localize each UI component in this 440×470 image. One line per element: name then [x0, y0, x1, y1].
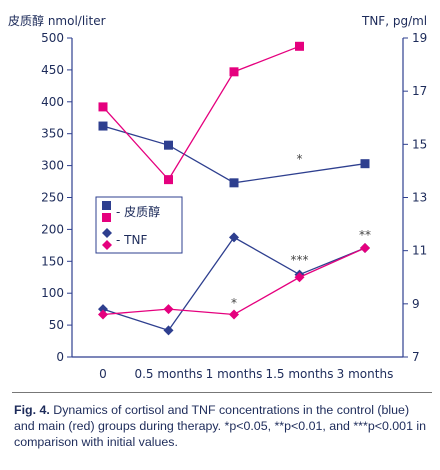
data-point-diamond	[163, 325, 174, 336]
left-tick-label: 0	[56, 350, 64, 364]
series-line-control-square	[102, 125, 366, 184]
significance-marker: *	[297, 152, 303, 166]
legend: - 皮质醇 - TNF	[95, 196, 183, 254]
significance-marker: ***	[291, 253, 309, 267]
left-tick-label: 350	[41, 127, 64, 141]
legend-square-pink	[102, 213, 111, 222]
data-point-diamond	[294, 272, 305, 283]
x-tick-label: 1.5 months	[265, 367, 333, 381]
cortisol-tnf-chart: 皮质醇 nmol/liter TNF, pg/ml 05010015020025…	[8, 13, 427, 381]
right-tick-label: 7	[412, 350, 420, 364]
data-point-square	[229, 178, 239, 188]
data-point-diamond	[229, 232, 239, 243]
x-tick-label: 0.5 months	[134, 367, 202, 381]
data-point-diamond	[163, 304, 174, 315]
left-tick-label: 150	[41, 254, 64, 268]
series-line-main-square	[102, 45, 300, 181]
left-tick-label: 100	[41, 286, 64, 300]
right-tick-label: 13	[412, 191, 427, 205]
data-point-diamond	[98, 309, 108, 320]
left-tick-label: 450	[41, 63, 64, 77]
data-point-square	[164, 175, 173, 185]
left-tick-label: 250	[41, 191, 64, 205]
left-tick-label: 50	[49, 318, 64, 332]
data-point-square	[98, 102, 108, 112]
data-point-square	[229, 67, 239, 77]
legend-label-cortisol: - 皮质醇	[116, 204, 160, 219]
left-axis-title: 皮质醇 nmol/liter	[8, 13, 106, 28]
right-tick-label: 11	[412, 244, 427, 258]
significance-marker: *	[231, 296, 237, 310]
legend-label-tnf: - TNF	[116, 233, 147, 247]
legend-diamond-blue	[102, 228, 112, 238]
x-tick-label: 3 months	[337, 367, 394, 381]
x-tick-label: 1 months	[206, 367, 263, 381]
data-point-diamond	[98, 304, 108, 315]
data-point-square	[164, 140, 173, 150]
left-tick-label: 200	[41, 222, 64, 236]
caption-fig-label: Fig. 4.	[14, 403, 50, 417]
left-tick-label: 300	[41, 159, 64, 173]
data-point-square	[98, 121, 108, 131]
data-point-diamond	[229, 309, 239, 320]
right-tick-label: 19	[412, 31, 427, 45]
left-tick-label: 500	[41, 31, 64, 45]
figure-caption: Fig. 4. Dynamics of cortisol and TNF con…	[14, 402, 432, 450]
right-tick-label: 9	[412, 297, 420, 311]
data-point-diamond	[360, 243, 370, 254]
legend-diamond-pink	[102, 240, 112, 250]
left-tick-label: 400	[41, 95, 64, 109]
caption-text: Dynamics of cortisol and TNF concentrati…	[14, 403, 427, 449]
x-tick-label: 0	[99, 367, 107, 381]
significance-marker: **	[359, 228, 371, 242]
legend-square-blue	[102, 201, 111, 210]
right-tick-label: 17	[412, 84, 427, 98]
right-axis-title: TNF, pg/ml	[361, 14, 427, 28]
caption-divider	[12, 392, 432, 393]
right-tick-label: 15	[412, 137, 427, 151]
data-point-square	[360, 159, 370, 169]
data-point-square	[295, 41, 304, 51]
